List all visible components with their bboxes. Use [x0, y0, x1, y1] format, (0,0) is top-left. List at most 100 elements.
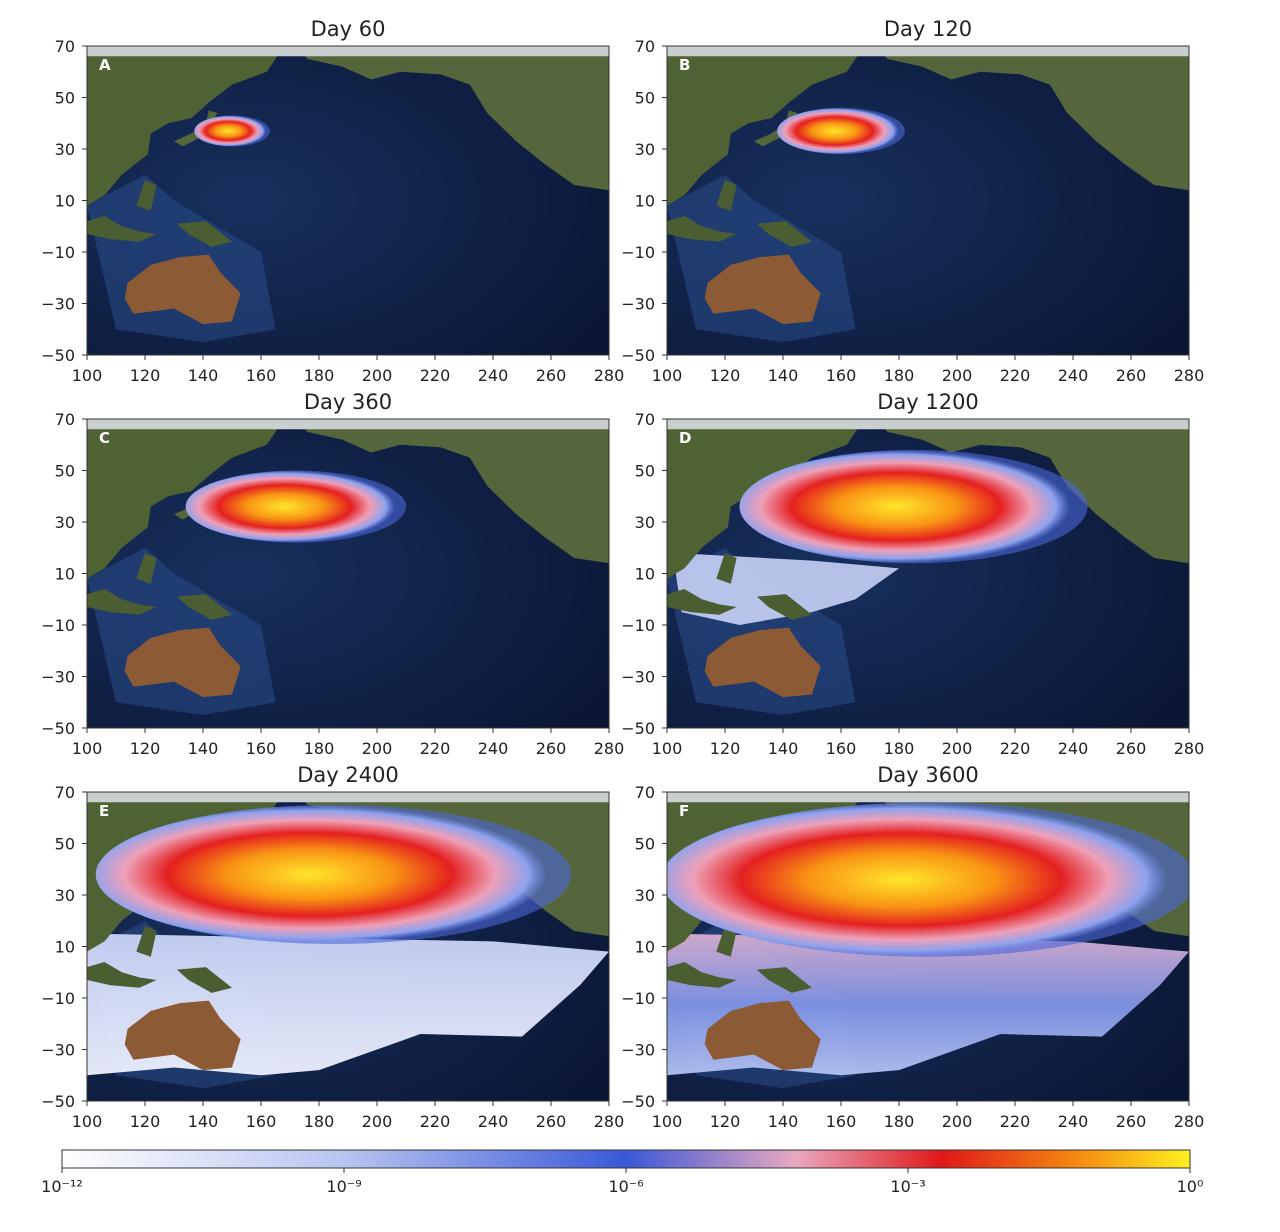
land	[87, 419, 609, 430]
land	[87, 46, 609, 57]
colorbar-ramp	[61, 1149, 1191, 1169]
x-tick-label: 180	[884, 366, 915, 385]
land	[716, 552, 737, 584]
land	[295, 792, 609, 937]
map-panel: A Day 60 100 120 140 160 180 200 220 240 260 280 70 5…	[41, 17, 624, 385]
x-tick-label: 120	[710, 366, 741, 385]
land	[87, 215, 157, 242]
y-tick-label: 30	[55, 886, 75, 905]
colorbar-tick-label: 10⁻⁹	[326, 1177, 361, 1196]
panel-title: Day 60	[311, 17, 386, 41]
y-tick-label: −50	[41, 1092, 75, 1111]
panel-letter: E	[99, 802, 109, 820]
x-tick-label: 200	[942, 1112, 973, 1131]
y-tick-label: −30	[621, 1041, 655, 1060]
land	[667, 419, 865, 579]
x-tick-label: 220	[420, 366, 451, 385]
plume	[194, 115, 270, 147]
land	[87, 419, 285, 579]
x-tick-label: 100	[652, 366, 683, 385]
y-tick-label: −10	[41, 243, 75, 262]
colorbar: 10⁻¹² 10⁻⁹ 10⁻⁶ 10⁻³ 10⁰	[41, 1149, 1203, 1196]
map	[87, 46, 609, 355]
x-tick-label: 100	[72, 739, 103, 758]
y-tick-label: −10	[41, 989, 75, 1008]
x-tick-label: 140	[188, 366, 219, 385]
x-tick-label: 240	[1058, 739, 1089, 758]
map	[667, 792, 1189, 1101]
y-tick-label: 10	[55, 192, 75, 211]
x-tick-label: 200	[362, 366, 393, 385]
land	[87, 588, 157, 615]
x-tick-label: 120	[710, 1112, 741, 1131]
panel-title: Day 2400	[297, 763, 399, 787]
land	[87, 792, 285, 952]
x-tick-label: 260	[536, 1112, 567, 1131]
x-tick-label: 220	[1000, 366, 1031, 385]
y-tick-label: 10	[635, 192, 655, 211]
x-tick-label: 240	[478, 1112, 509, 1131]
x-tick-label: 100	[72, 366, 103, 385]
map	[667, 419, 1189, 728]
x-tick-label: 140	[768, 366, 799, 385]
land	[124, 254, 241, 325]
x-tick-label: 100	[652, 739, 683, 758]
y-tick-label: −30	[41, 668, 75, 687]
x-tick-label: 180	[304, 1112, 335, 1131]
land	[176, 221, 232, 247]
x-tick-label: 120	[710, 739, 741, 758]
x-tick-label: 160	[246, 1112, 277, 1131]
x-tick-label: 260	[1116, 366, 1147, 385]
land	[174, 483, 218, 520]
y-tick-label: 30	[635, 140, 655, 159]
y-tick-label: 10	[635, 565, 655, 584]
x-tick-label: 140	[768, 739, 799, 758]
x-tick-label: 200	[362, 1112, 393, 1131]
y-tick-label: 30	[55, 513, 75, 532]
panel-title: Day 3600	[877, 763, 979, 787]
panel-title: Day 360	[304, 390, 392, 414]
land	[136, 925, 157, 957]
land	[716, 179, 737, 211]
x-tick-label: 200	[942, 366, 973, 385]
land	[87, 46, 285, 206]
y-tick-label: −50	[41, 719, 75, 738]
x-tick-label: 280	[1174, 366, 1205, 385]
land	[667, 46, 865, 206]
y-tick-label: 50	[635, 835, 655, 854]
x-tick-label: 140	[188, 1112, 219, 1131]
x-tick-label: 140	[188, 739, 219, 758]
x-tick-label: 160	[826, 366, 857, 385]
panel-title: Day 1200	[877, 390, 979, 414]
land	[667, 215, 737, 242]
y-tick-label: −10	[41, 616, 75, 635]
x-tick-label: 260	[1116, 739, 1147, 758]
land	[756, 967, 812, 993]
panel-letter: D	[679, 429, 691, 447]
panel-letter: B	[679, 56, 690, 74]
land	[756, 221, 812, 247]
colorbar-tick-label: 10⁻⁶	[608, 1177, 643, 1196]
x-tick-label: 220	[420, 1112, 451, 1131]
land	[87, 792, 609, 803]
map	[87, 419, 609, 728]
y-tick-label: 70	[635, 410, 655, 429]
colorbar-tick-label: 10⁻¹²	[41, 1177, 83, 1196]
land	[176, 967, 232, 993]
y-tick-label: −30	[41, 1041, 75, 1060]
x-tick-label: 120	[130, 739, 161, 758]
panel-letter: A	[99, 56, 111, 74]
map-panel: D Day 1200 100 120 140 160 180 200 220 240 260 280 7…	[621, 390, 1204, 758]
land	[704, 627, 821, 698]
land	[667, 792, 865, 952]
plume	[667, 802, 1189, 957]
y-tick-label: −30	[41, 295, 75, 314]
x-tick-label: 120	[130, 366, 161, 385]
x-tick-label: 160	[246, 366, 277, 385]
y-tick-label: 70	[55, 410, 75, 429]
x-tick-label: 220	[420, 739, 451, 758]
x-tick-label: 180	[304, 366, 335, 385]
x-tick-label: 280	[594, 739, 625, 758]
land	[716, 925, 737, 957]
y-tick-label: 50	[55, 462, 75, 481]
